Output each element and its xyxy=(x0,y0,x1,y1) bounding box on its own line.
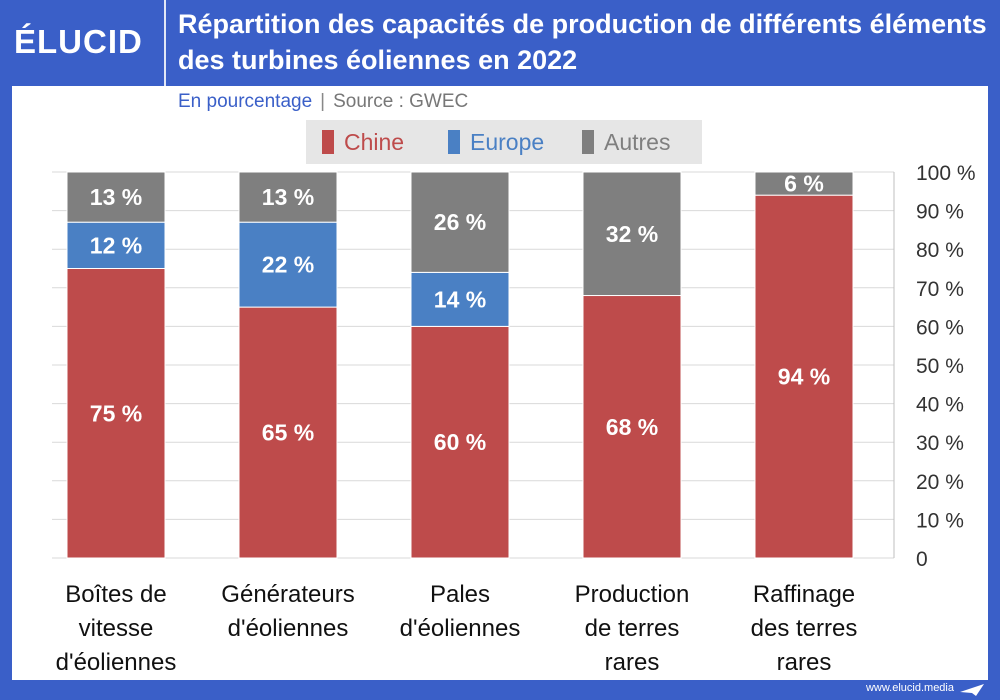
y-tick-label: 40 % xyxy=(916,394,964,417)
bar-segment xyxy=(410,271,510,327)
footer-url: www.elucid.media xyxy=(865,682,954,694)
x-category-label: rares xyxy=(605,649,660,676)
y-tick-label: 10 % xyxy=(916,509,964,532)
y-tick-label: 60 % xyxy=(916,316,964,339)
bar-segment xyxy=(582,295,682,559)
bar-segment xyxy=(66,268,166,559)
footer-bar: www.elucid.media xyxy=(0,680,1000,700)
data-label: 13 % xyxy=(90,184,142,210)
y-tick-label: 70 % xyxy=(916,278,964,301)
data-label: 60 % xyxy=(434,429,486,455)
legend-label: Chine xyxy=(344,129,405,155)
legend-swatch xyxy=(448,130,460,154)
y-tick-label: 100 % xyxy=(916,162,976,185)
elucid-logo: ÉLUCID xyxy=(14,23,143,60)
data-label: 65 % xyxy=(262,420,314,446)
x-category-label: vitesse xyxy=(79,615,154,642)
x-category-label: Générateurs xyxy=(221,581,354,608)
bar-segment xyxy=(754,194,854,559)
x-category-label: Production xyxy=(575,581,690,608)
bar-segment xyxy=(66,171,166,223)
bar-segment xyxy=(754,171,854,196)
chart-legend: Chine Europe Autres xyxy=(306,120,702,164)
bar-segment xyxy=(582,171,682,297)
data-label: 14 % xyxy=(434,286,486,312)
chart-title: Répartition des capacités de production … xyxy=(178,9,987,75)
header-bar: ÉLUCID Répartition des capacités de prod… xyxy=(0,0,1000,86)
x-category-label: d'éoliennes xyxy=(400,615,521,642)
data-label: 75 % xyxy=(90,400,142,426)
stacked-bar-chart: 0 10 % 20 % 30 % 40 % 50 % 60 % 70 % 80 % 90 % 100… xyxy=(52,162,976,676)
x-category-label: Raffinage xyxy=(753,581,855,608)
x-category-label: des terres xyxy=(751,615,858,642)
legend-label: Autres xyxy=(604,129,671,155)
x-category-label: de terres xyxy=(585,615,680,642)
bar-segment xyxy=(238,171,338,223)
data-label: 13 % xyxy=(262,184,314,210)
data-label: 12 % xyxy=(90,232,142,258)
subtitle-separator: | xyxy=(320,91,326,112)
x-category-label: Pales xyxy=(430,581,490,608)
y-tick-label: 0 xyxy=(916,548,928,571)
chart-panel: En pourcentage | Source : GWEC 0 10 % 20 % 30… xyxy=(12,86,988,680)
bar-segment xyxy=(238,221,338,308)
y-tick-label: 90 % xyxy=(916,201,964,224)
x-category-label: rares xyxy=(777,649,832,676)
data-label: 32 % xyxy=(606,221,658,247)
y-tick-label: 20 % xyxy=(916,471,964,494)
y-tick-label: 50 % xyxy=(916,355,964,378)
data-label: 26 % xyxy=(434,209,486,235)
bar-segment xyxy=(410,171,510,273)
chart-subtitle: En pourcentage | Source : GWEC xyxy=(178,90,468,114)
unit-label: En pourcentage xyxy=(178,91,313,112)
paper-plane-icon xyxy=(960,684,984,696)
x-category-label: d'éoliennes xyxy=(56,649,177,676)
data-label: 22 % xyxy=(262,252,314,278)
data-label: 94 % xyxy=(778,364,830,390)
y-tick-label: 30 % xyxy=(916,432,964,455)
source-label: Source : GWEC xyxy=(333,91,469,112)
x-category-label: d'éoliennes xyxy=(228,615,349,642)
data-label: 68 % xyxy=(606,414,658,440)
legend-label: Europe xyxy=(470,129,545,155)
data-label: 6 % xyxy=(784,171,824,197)
x-category-label: Boîtes de xyxy=(65,581,166,608)
legend-swatch xyxy=(322,130,334,154)
bar-segment xyxy=(238,306,338,559)
header-divider xyxy=(164,0,166,86)
bar-segment xyxy=(66,221,166,269)
bar-segment xyxy=(410,325,510,559)
y-tick-label: 80 % xyxy=(916,239,964,262)
legend-swatch xyxy=(582,130,594,154)
